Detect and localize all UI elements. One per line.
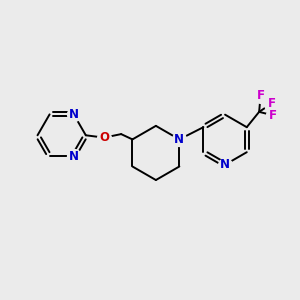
Text: F: F	[256, 89, 265, 102]
Text: N: N	[69, 150, 79, 163]
Text: O: O	[99, 131, 109, 144]
Text: F: F	[268, 97, 275, 110]
Text: N: N	[220, 158, 230, 171]
Text: F: F	[269, 109, 277, 122]
Text: N: N	[69, 108, 79, 121]
Text: N: N	[174, 133, 184, 146]
